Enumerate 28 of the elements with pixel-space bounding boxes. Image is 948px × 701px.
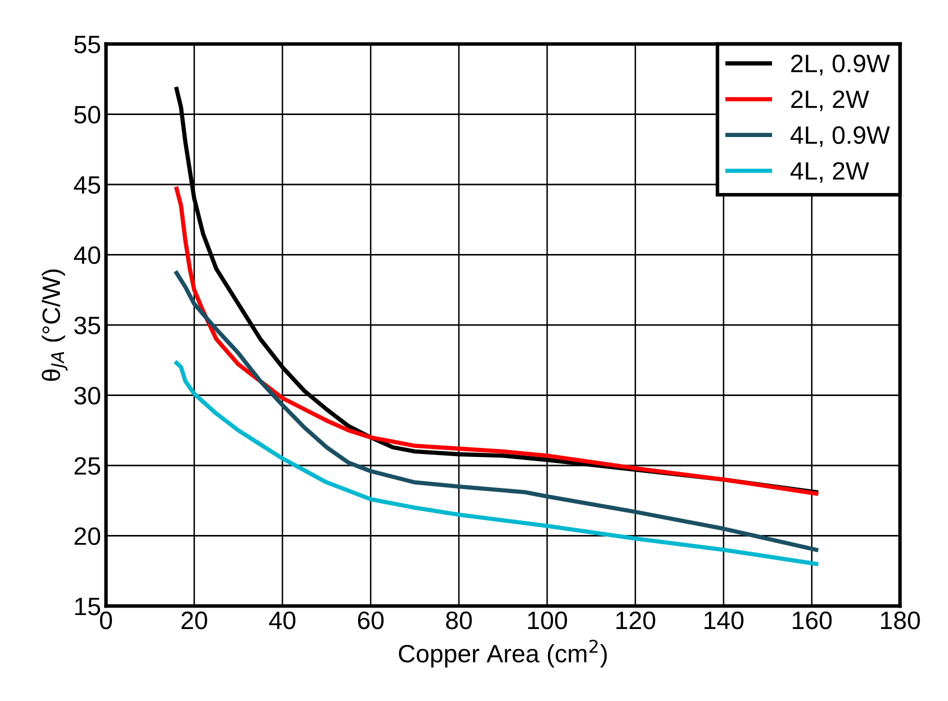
x-tick-label: 100: [528, 612, 567, 630]
line-series: [174, 270, 818, 552]
y-tick-label: 15: [75, 598, 100, 616]
y-tick-label: 40: [74, 246, 100, 264]
x-tick-label: 40: [269, 612, 296, 630]
y-tick-label: 20: [74, 527, 100, 546]
line-series: [174, 186, 818, 496]
x-tick-label: 60: [358, 612, 384, 630]
line-series: [174, 360, 818, 566]
x-tick-label: 20: [182, 612, 208, 630]
x-tick-label: 0: [100, 612, 112, 630]
x-tick-label: 80: [446, 612, 472, 630]
legend-label: 4L, 2W: [790, 162, 870, 183]
y-tick-label: 50: [74, 106, 100, 124]
y-tick-label: 45: [74, 176, 100, 194]
y-axis-title: θ$_{JA}$ (°C/W): [42, 270, 68, 381]
y-tick-label: 55: [74, 36, 100, 54]
legend-label: 4L, 0.9W: [790, 126, 890, 147]
legend-label: 2L, 2W: [791, 90, 870, 112]
y-tick-label: 35: [74, 316, 100, 334]
legend-label: 2L, 0.9W: [791, 54, 890, 76]
x-tick-label: 180: [881, 612, 920, 630]
y-tick-label: 25: [74, 457, 100, 475]
x-axis-title: Copper Area (cm$^{2}$): [398, 640, 607, 668]
y-tick-label: 30: [74, 386, 100, 405]
x-tick-label: 120: [616, 612, 656, 630]
x-tick-label: 160: [792, 612, 832, 630]
x-tick-label: 140: [704, 612, 744, 630]
